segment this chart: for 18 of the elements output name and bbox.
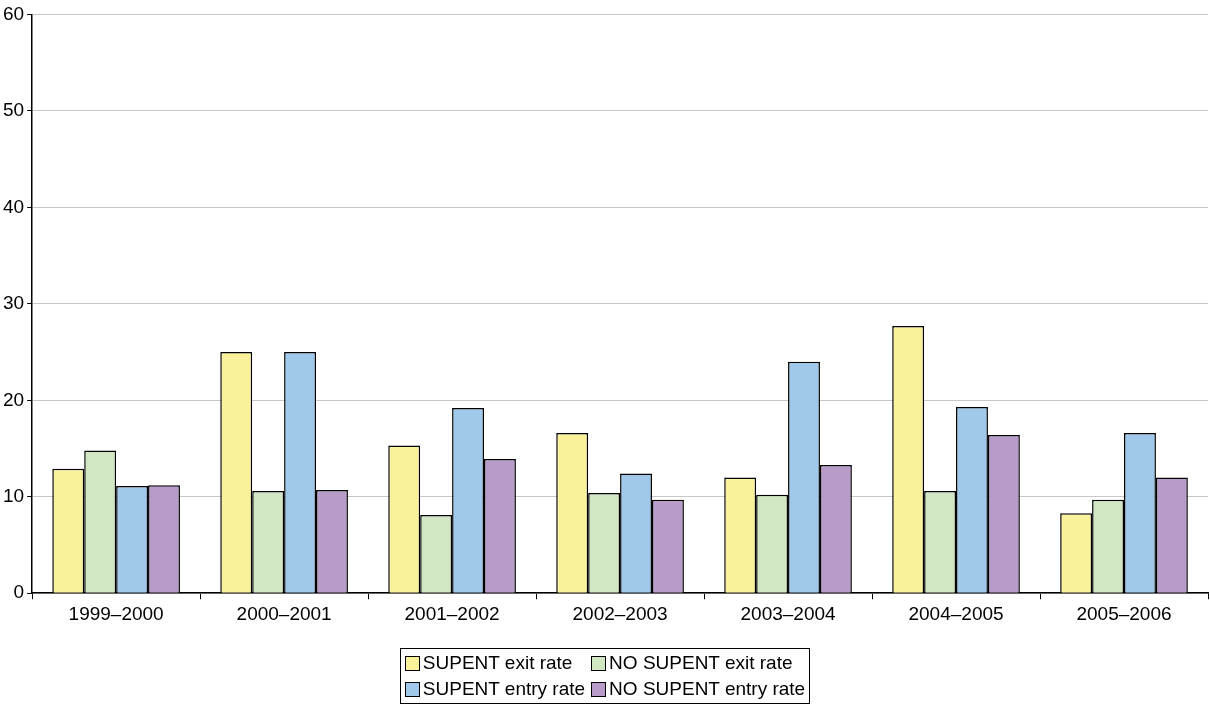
y-tick-label: 60 [2, 2, 25, 24]
y-tick-label: 30 [2, 292, 25, 314]
x-tick-label: 2002–2003 [572, 602, 668, 624]
x-tick-label: 2001–2002 [404, 602, 500, 624]
y-tick-label: 0 [13, 581, 25, 603]
x-tick-label: 2005–2006 [1076, 602, 1172, 624]
y-tick-label: 50 [2, 99, 25, 121]
legend-label: NO SUPENT entry rate [609, 678, 806, 700]
x-tick-label: 2000–2001 [236, 602, 332, 624]
x-tick-label: 2003–2004 [740, 602, 837, 624]
y-tick-label: 10 [2, 484, 25, 506]
legend-label: SUPENT exit rate [422, 652, 573, 674]
y-tick-label: 20 [2, 388, 25, 410]
x-tick-label: 2004–2005 [908, 602, 1004, 624]
legend-label: NO SUPENT exit rate [609, 652, 793, 674]
x-tick-label: 1999–2000 [68, 602, 164, 624]
legend-label: SUPENT entry rate [422, 678, 586, 700]
y-tick-label: 40 [2, 195, 25, 217]
